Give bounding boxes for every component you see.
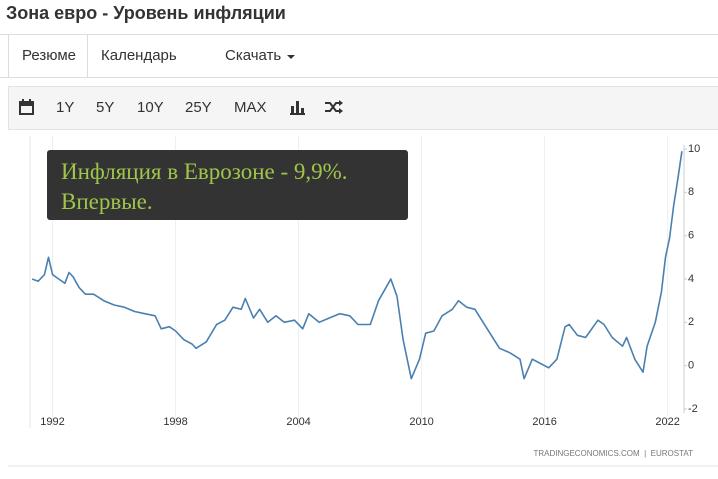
page-title: Зона евро - Уровень инфляции [6, 3, 286, 23]
x-tick-label: 2016 [532, 416, 556, 428]
y-tick-label: 6 [688, 230, 694, 242]
y-tick-label: 0 [688, 360, 694, 372]
y-tick-label: -2 [688, 403, 698, 415]
shuffle-icon[interactable] [325, 100, 343, 114]
y-tick-label: 2 [688, 316, 694, 328]
range-button[interactable]: 25Y [185, 99, 212, 116]
bar-chart-icon[interactable] [290, 100, 305, 115]
toolbar: 1Y 5Y 10Y 25Y MAX [8, 86, 718, 130]
annotation-line: Инфляция в Еврозоне - 9,9%. [61, 159, 348, 184]
calendar-icon[interactable] [19, 99, 34, 115]
caret [287, 55, 295, 59]
range-button[interactable]: 5Y [96, 99, 115, 116]
x-tick-label: 2004 [286, 416, 310, 428]
tab-bar: Резюме Календарь Скачать [0, 34, 718, 78]
x-tick-label: 1992 [40, 416, 64, 428]
x-tick-label: 1998 [163, 416, 187, 428]
range-button[interactable]: MAX [234, 99, 267, 116]
source: TRADINGECONOMICS.COM | EUROSTAT [533, 449, 693, 458]
tab[interactable]: Резюме [22, 47, 76, 64]
x-tick-label: 2010 [409, 416, 433, 428]
range-button[interactable]: 10Y [137, 99, 164, 116]
y-tick-label: 10 [688, 143, 700, 155]
active-tab[interactable] [8, 35, 88, 77]
tab[interactable]: Календарь [101, 47, 177, 64]
range-button[interactable]: 1Y [56, 99, 75, 116]
annotation-line: Впервые. [61, 189, 153, 214]
annotation: Инфляция в Еврозоне - 9,9%. Впервые. [47, 150, 408, 220]
tab[interactable]: Скачать [225, 47, 282, 64]
y-tick-label: 8 [688, 186, 694, 198]
data-line [31, 151, 683, 380]
x-tick-label: 2022 [655, 416, 679, 428]
y-tick-label: 4 [688, 273, 694, 285]
chart: 1992 1998 2004 2010 2016 2022 -2 0 2 4 6 8 10 TRADING… [8, 136, 718, 467]
